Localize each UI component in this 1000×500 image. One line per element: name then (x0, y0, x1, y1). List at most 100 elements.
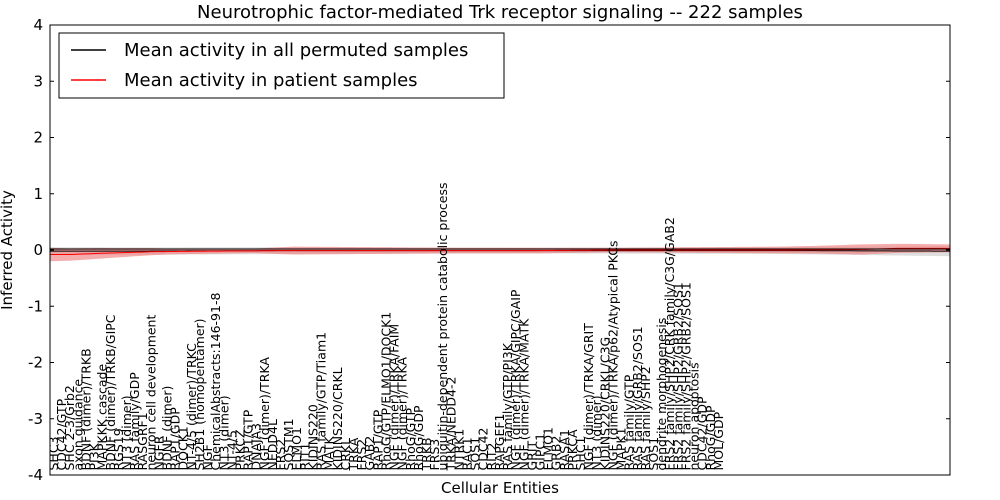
entity-label: MOL/GDP (711, 411, 726, 470)
entity-label: RAS family/GTP (622, 374, 637, 470)
patient-mean-line (50, 247, 950, 255)
entity-label: NGF (dimer)/TRKA/FAIM (387, 324, 402, 471)
entity-label: FRS2 family/SHP2/GRB2/SOS1 (670, 282, 685, 470)
entity-label: GAB2 (362, 436, 377, 471)
entity-label: RAS family/GRB2/SOS1 (630, 326, 645, 470)
y-tick-label: 2 (33, 129, 43, 147)
entity-label: NT3 (dimer) (119, 395, 134, 470)
entity-label: NGF (dimer)/TRKA/GIPC/GAIP (508, 289, 523, 470)
entity-label: RAS family/SHP2 (638, 366, 653, 470)
entity-label: RhoG/GDP (703, 405, 718, 470)
entity-label: PI3K (87, 442, 102, 470)
entity-label: NGF (dimer)/TRKA/p62/Atypical PKCs (605, 241, 620, 471)
entity-label: RIT1 (297, 443, 312, 471)
y-tick-label: 4 (33, 16, 43, 34)
entity-label: BDNF (dimer) (160, 386, 175, 471)
entity-label: RhoG/GTP (403, 407, 418, 470)
y-tick-label: -3 (28, 410, 43, 428)
entity-label: RAP1/GTP (241, 409, 256, 470)
entity-label: GIPC1 (532, 433, 547, 471)
entity-label: DNAJA3 (249, 423, 264, 471)
entity-label: SQSTM1 (281, 418, 296, 470)
y-axis-label: Inferred Activity (0, 190, 16, 310)
entity-label: PRKCZ (232, 429, 247, 470)
entity-label: TRKA (346, 437, 361, 471)
entity-label: SHC3 (46, 436, 61, 470)
entity-label: FRS2 family/SHP2/CRK family/C3G/GAB2 (662, 217, 677, 470)
entity-label: RAP1/GDP (168, 407, 183, 471)
entity-label: GRB2 (549, 436, 564, 471)
entity-label: KIDINS220 (305, 404, 320, 470)
entity-label: ELMO1 (289, 427, 304, 470)
y-tick-label: 0 (33, 241, 43, 259)
entity-label: ELMO1 (541, 427, 556, 470)
entity-label: SOS1 (468, 437, 483, 471)
entity-label: CRKL (338, 438, 353, 471)
entity-label: ubiquitin-dependent protein catabolic pr… (435, 183, 450, 471)
entity-label: RhoG/GTP/ELMO1/DOCK1 (378, 312, 393, 471)
entity-label: MAPKKK cascade (95, 364, 110, 471)
y-tick-label: 1 (33, 185, 43, 203)
entity-label: RAC1 (460, 437, 475, 470)
legend-box (58, 32, 505, 99)
entity-label: SH2B1 (homopentamer) (192, 318, 207, 470)
entity-label: RAS family/GTP/Tiam1 (314, 332, 329, 471)
y-tick-label: -1 (28, 297, 43, 315)
entity-label: DOCK1 (176, 426, 191, 470)
entity-label: MATK (322, 435, 337, 470)
entity-label: RAPGEF1 (492, 414, 507, 471)
entity-label: SHC 2-3/Grb2 (62, 385, 77, 470)
entity-label: KIDINS220/CRKL (330, 367, 345, 470)
entity-label: RASA1 (557, 429, 572, 470)
entity-label: FRS2 (273, 439, 288, 471)
entity-label: RhoG/GDP (411, 405, 426, 470)
entity-label: SOS1 (646, 437, 661, 471)
patient-deviation-band (50, 243, 950, 262)
legend-label-patient: Mean activity in patient samples (124, 70, 418, 91)
y-tick-label: 3 (33, 72, 43, 90)
entity-label: KIDINS220/CRKL/C3G (597, 337, 612, 471)
entity-label: RGS19 (111, 428, 126, 470)
entity-label: NT-4/5 (dimer)/TRKC (184, 343, 199, 471)
entity-label: FRS3 (427, 439, 442, 471)
entity-label: FRS2 family/SHP2/GRB2/SOS1 (678, 282, 693, 470)
entity-label: FRS2 (354, 439, 369, 471)
legend-label-permuted: Mean activity in all permuted samples (124, 40, 468, 61)
entity-label: NEDD4L (265, 419, 280, 470)
entity-label: TRKA/NEDD4-2 (443, 377, 458, 472)
entity-label: RAS family/GDP (127, 372, 142, 471)
y-tick-label: -4 (28, 466, 43, 484)
entity-label: RIT2 (484, 443, 499, 471)
entity-label: NGFR (151, 435, 166, 470)
entity-label: NT3 (dimer) (589, 395, 604, 470)
entity-label: MAPK1 (614, 427, 629, 470)
entity-label: PRKCA (565, 429, 580, 470)
entity-label: RAP1/GTP (370, 409, 385, 470)
entity-label: NT-4/5 (224, 430, 239, 470)
entity-label: RAS family/GTP/PI3K (500, 342, 515, 470)
legend: Mean activity in all permuted samples Me… (58, 32, 505, 99)
entity-label: GRIT (524, 440, 539, 470)
entity-label: neuron cell development (143, 315, 158, 471)
entity-label: SHC1 (573, 436, 588, 470)
entity-label: ChemicalAbstracts:146-91-8 (208, 293, 223, 471)
x-axis-label: Cellular Entities (441, 479, 559, 497)
entity-label: dendrite morphogenesis (654, 318, 669, 471)
entity-label: CDC42/GDP (695, 396, 710, 471)
entity-label: NTRK1 (451, 429, 466, 471)
entity-label: NGF (dimer)/TRKA/GRIT (581, 323, 596, 471)
entity-label: NGF (dimer)/TRKA (257, 357, 272, 471)
entity-label: NGF (dimer)/TRKA/MATK (516, 318, 531, 471)
entity-label: BDNF (dimer)/TRKB/GIPC (103, 314, 118, 470)
entity-label: CDC42/GTP (54, 398, 69, 470)
entity-label: axon guidance (70, 379, 85, 471)
entity-label: NGF (dimer)/TRKA (395, 357, 410, 471)
entity-label: NT3 (dimer) (216, 395, 231, 470)
entity-label: BDNF (dimer)/TRKB (78, 348, 93, 470)
y-tick-label: -2 (28, 354, 43, 372)
entity-label: NGF (200, 444, 215, 470)
chart-title: Neurotrophic factor-mediated Trk recepto… (197, 2, 803, 23)
entity-label: TRKB (419, 437, 434, 471)
entity-label: CDC42 (476, 428, 491, 471)
